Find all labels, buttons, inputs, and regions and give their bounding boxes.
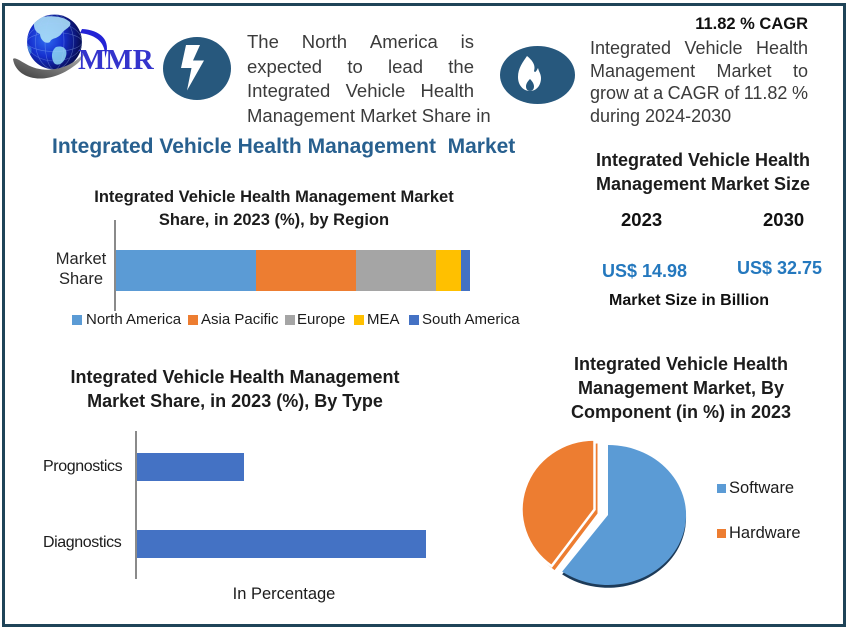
svg-text:MMR: MMR <box>78 44 155 76</box>
